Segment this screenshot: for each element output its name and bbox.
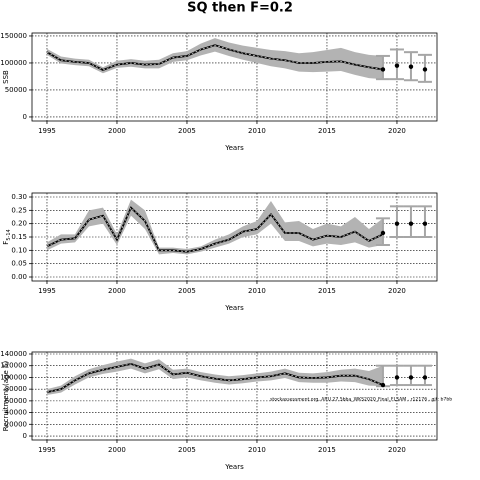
x-tick-label: 2010 bbox=[248, 127, 266, 135]
plot-frame bbox=[31, 32, 438, 122]
x-tick-label: 1995 bbox=[38, 446, 56, 454]
estimate-line bbox=[46, 206, 384, 253]
x-tick-label: 2010 bbox=[248, 287, 266, 295]
y-tick-label: 150000 bbox=[0, 32, 27, 40]
projection-point bbox=[394, 63, 400, 68]
x-tick-label: 2005 bbox=[178, 127, 196, 135]
projection-point bbox=[380, 230, 386, 236]
y-axis-label: F5-14 bbox=[2, 229, 12, 244]
y-tick-label: 0.25 bbox=[11, 206, 27, 214]
x-tick-label: 2000 bbox=[108, 127, 126, 135]
x-tick-label: 2015 bbox=[318, 127, 336, 135]
projection-point bbox=[408, 375, 414, 380]
x-tick-label: 2000 bbox=[108, 446, 126, 454]
y-tick-label: 0.05 bbox=[11, 260, 27, 268]
y-tick-label: 60000 bbox=[5, 397, 27, 405]
projection-point bbox=[408, 221, 414, 226]
projection-point bbox=[394, 375, 400, 380]
y-tick-label: 140000 bbox=[0, 350, 27, 358]
y-tick-label: 40000 bbox=[5, 409, 27, 417]
y-axis-label: SSB bbox=[2, 70, 10, 84]
projection-point bbox=[394, 221, 400, 226]
y-tick-label: 100000 bbox=[0, 59, 27, 67]
y-tick-label: 20000 bbox=[5, 420, 27, 428]
y-tick-label: 0.30 bbox=[11, 193, 27, 201]
y-tick-label: 0.00 bbox=[11, 273, 27, 281]
x-tick-label: 2010 bbox=[248, 446, 266, 454]
x-tick-label: 2020 bbox=[388, 287, 406, 295]
confidence-band bbox=[46, 199, 383, 255]
plot-frame bbox=[31, 351, 438, 441]
y-tick-label: 0 bbox=[23, 113, 27, 121]
estimate-line-dash bbox=[46, 363, 384, 393]
y-tick-label: 0 bbox=[23, 432, 27, 440]
x-axis-label: Years bbox=[224, 144, 244, 152]
x-tick-label: 2015 bbox=[318, 446, 336, 454]
estimate-line-dash bbox=[46, 44, 384, 71]
x-tick-label: 2020 bbox=[388, 446, 406, 454]
x-tick-label: 2015 bbox=[318, 287, 336, 295]
x-tick-label: 1995 bbox=[38, 287, 56, 295]
x-tick-label: 1995 bbox=[38, 127, 56, 135]
x-tick-label: 2020 bbox=[388, 127, 406, 135]
y-tick-label: 100000 bbox=[0, 373, 27, 381]
projection-point bbox=[408, 64, 414, 69]
x-tick-label: 2000 bbox=[108, 287, 126, 295]
chart-title: SQ then F=0.2 bbox=[187, 1, 293, 16]
x-tick-label: 2005 bbox=[178, 287, 196, 295]
x-axis-label: Years bbox=[224, 304, 244, 312]
plot-frame bbox=[31, 192, 438, 282]
projection-point bbox=[422, 67, 428, 72]
y-tick-label: 0.20 bbox=[11, 220, 27, 228]
y-axis-label: Recruitment (age 5) bbox=[2, 361, 10, 432]
x-tick-label: 2005 bbox=[178, 446, 196, 454]
x-axis-label: Years bbox=[224, 463, 244, 471]
y-axis-label-sub: 5-14 bbox=[6, 229, 12, 240]
projection-point bbox=[380, 382, 386, 388]
y-tick-label: 120000 bbox=[0, 362, 27, 370]
projection-point bbox=[422, 375, 428, 380]
projection-point bbox=[380, 67, 386, 72]
y-tick-label: 80000 bbox=[5, 385, 27, 393]
projection-point bbox=[422, 221, 428, 226]
confidence-band bbox=[46, 38, 383, 80]
y-tick-label: 50000 bbox=[5, 86, 27, 94]
annotation: stockassessment.org, ARU.27.5bba_WKS2020… bbox=[270, 397, 452, 403]
y-tick-label: 0.10 bbox=[11, 246, 27, 254]
confidence-band bbox=[46, 358, 383, 396]
y-tick-label: 0.15 bbox=[11, 233, 27, 241]
